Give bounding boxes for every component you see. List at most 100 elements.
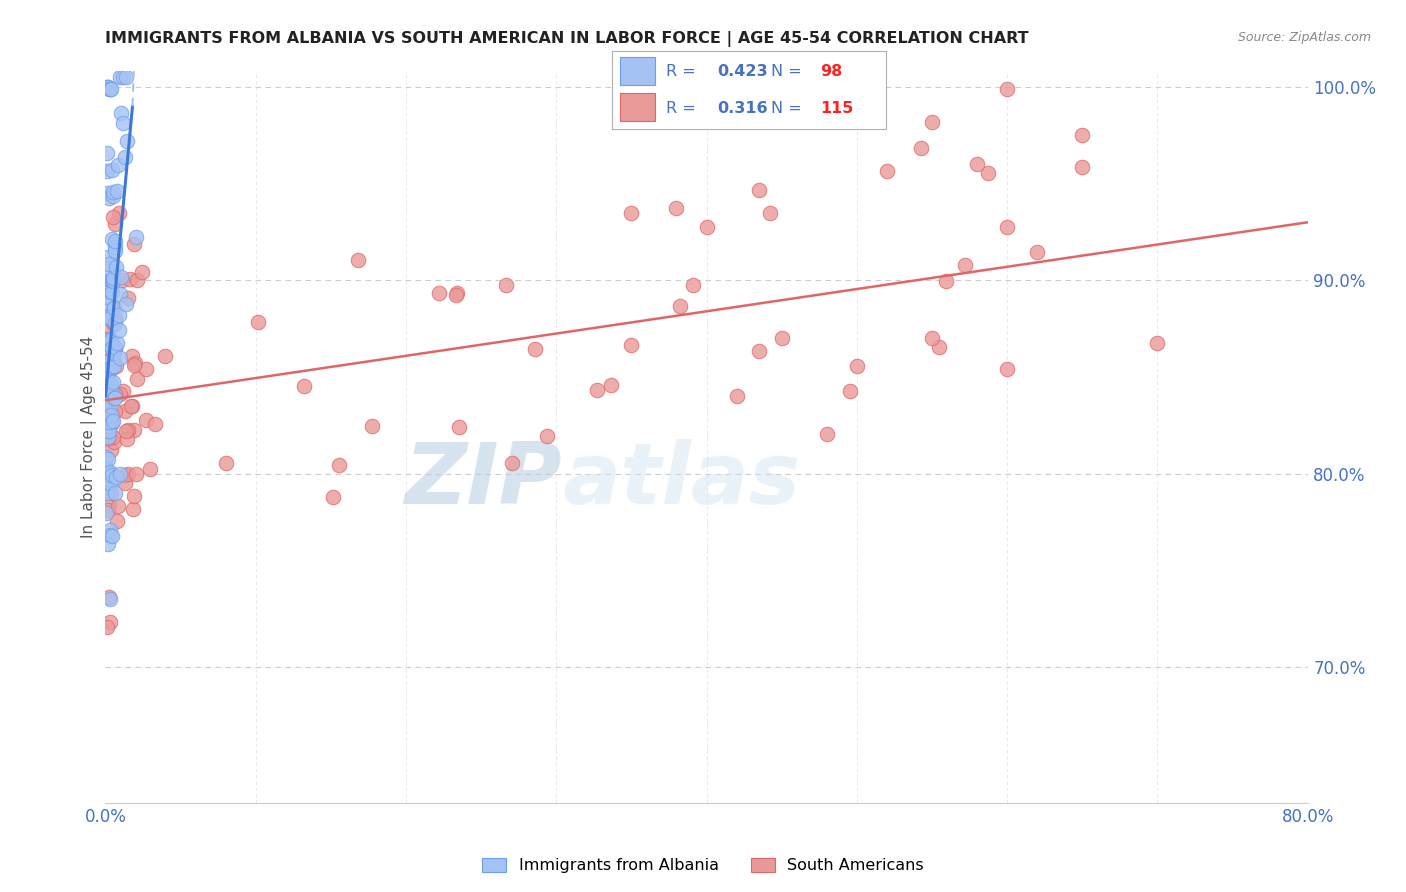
Point <box>103 317 125 331</box>
Point <box>97 419 120 434</box>
Point <box>995 362 1018 376</box>
Point <box>131 265 153 279</box>
Point <box>101 189 124 203</box>
Point <box>96 406 118 420</box>
Point <box>125 467 148 481</box>
Point <box>100 362 122 376</box>
Point <box>97 424 120 438</box>
FancyBboxPatch shape <box>620 57 655 86</box>
Point <box>100 82 122 96</box>
Point <box>98 82 121 96</box>
Point <box>117 291 139 305</box>
Point <box>97 451 120 466</box>
Point <box>114 475 136 490</box>
Point <box>103 359 125 373</box>
Point <box>101 529 124 543</box>
Point <box>98 257 121 271</box>
Point <box>114 150 136 164</box>
Point <box>100 341 122 355</box>
Point <box>121 502 143 516</box>
Point <box>101 409 124 423</box>
Point <box>292 379 315 393</box>
Point <box>104 404 127 418</box>
Text: Source: ZipAtlas.com: Source: ZipAtlas.com <box>1237 31 1371 45</box>
Point <box>96 163 118 178</box>
Point <box>108 206 131 220</box>
Point <box>536 428 558 442</box>
Point <box>935 274 957 288</box>
Point <box>98 191 121 205</box>
Point <box>96 359 118 373</box>
Point <box>135 362 157 376</box>
Text: N =: N = <box>770 63 807 78</box>
Point <box>98 591 121 606</box>
Text: IMMIGRANTS FROM ALBANIA VS SOUTH AMERICAN IN LABOR FORCE | AGE 45-54 CORRELATION: IMMIGRANTS FROM ALBANIA VS SOUTH AMERICA… <box>105 31 1029 47</box>
Point <box>100 334 122 348</box>
Point <box>104 386 127 401</box>
Point <box>96 79 118 94</box>
Point <box>98 528 121 542</box>
Point <box>696 220 718 235</box>
Point <box>125 372 148 386</box>
Point <box>117 467 139 481</box>
Point <box>586 383 609 397</box>
Point <box>444 288 467 302</box>
Point <box>111 273 134 287</box>
Text: 0.316: 0.316 <box>717 101 768 116</box>
Point <box>96 486 118 500</box>
Point <box>110 387 132 401</box>
Point <box>96 393 118 408</box>
Point <box>97 353 120 368</box>
Point <box>101 285 124 299</box>
Point <box>122 423 145 437</box>
Point <box>98 351 121 365</box>
Point <box>247 316 270 330</box>
Point <box>104 342 127 356</box>
Point <box>620 82 643 96</box>
Point <box>98 590 121 604</box>
Point <box>97 250 120 264</box>
Point <box>103 391 125 405</box>
Text: R =: R = <box>666 101 702 116</box>
Point <box>98 310 121 324</box>
Point <box>105 335 128 350</box>
Point <box>100 485 122 500</box>
Point <box>108 70 131 85</box>
Point <box>97 502 120 516</box>
Point <box>770 84 793 98</box>
Point <box>97 309 120 323</box>
Point <box>114 70 136 85</box>
Point <box>98 402 121 417</box>
Point <box>96 358 118 372</box>
Point <box>107 308 129 322</box>
Point <box>97 79 120 94</box>
Point <box>682 277 704 292</box>
Point <box>104 340 127 354</box>
Point <box>101 301 124 315</box>
Point <box>101 273 124 287</box>
Point <box>97 79 120 94</box>
Point <box>1071 161 1094 175</box>
Point <box>124 358 146 372</box>
Point <box>98 284 121 298</box>
Point <box>97 537 120 551</box>
Point <box>100 408 122 422</box>
Point <box>96 377 118 392</box>
Point <box>600 378 623 392</box>
Point <box>96 481 118 495</box>
Point <box>100 273 122 287</box>
Point <box>101 273 124 287</box>
Point <box>495 278 517 293</box>
Point <box>107 158 129 172</box>
Point <box>98 378 121 392</box>
Text: ZIP: ZIP <box>405 440 562 523</box>
Point <box>100 443 122 458</box>
Point <box>97 430 120 444</box>
Point <box>427 285 450 300</box>
Point <box>96 186 118 201</box>
Point <box>725 389 748 403</box>
Point <box>124 489 146 503</box>
Point <box>104 359 127 373</box>
Point <box>97 354 120 368</box>
Point <box>100 415 122 429</box>
